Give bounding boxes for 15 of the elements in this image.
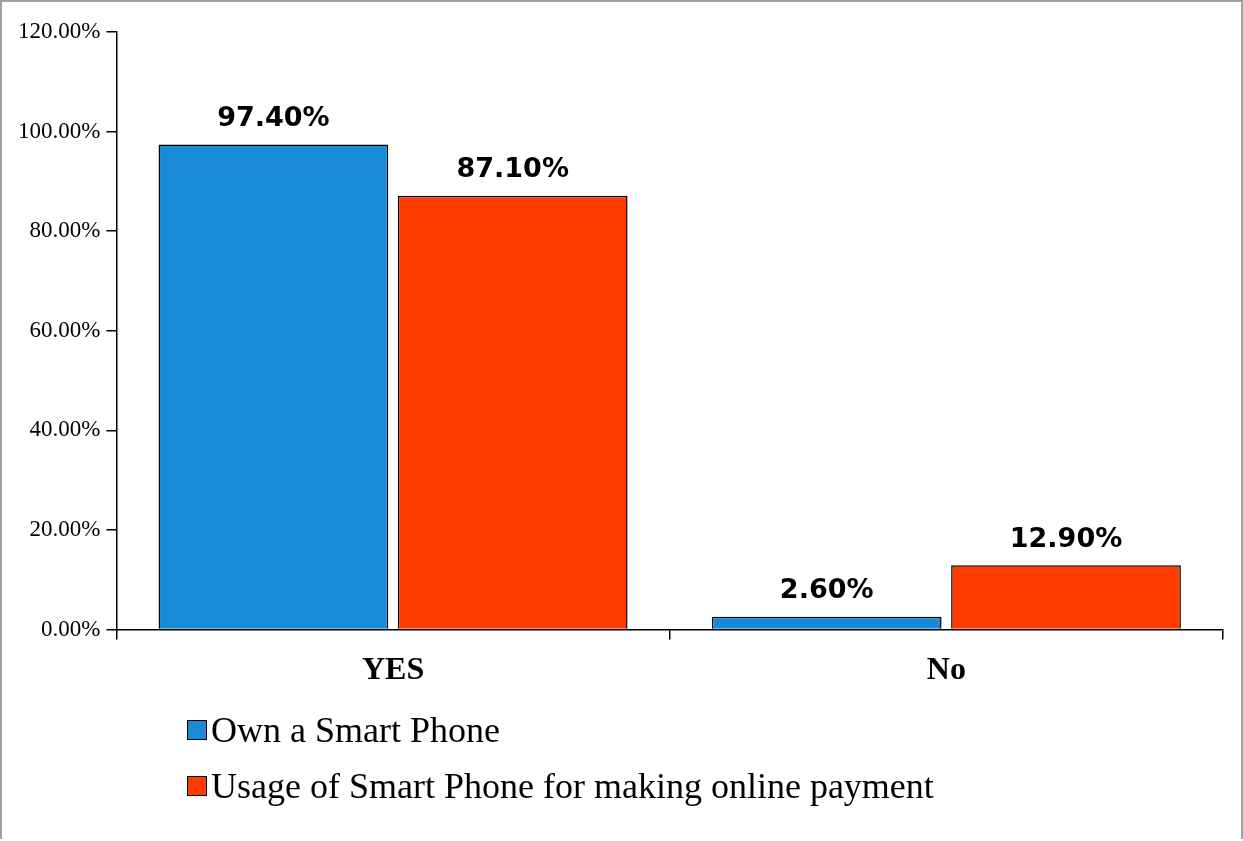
y-tick-label: 60.00% [29,316,101,342]
y-tick-label: 40.00% [29,416,101,442]
data-label: 2.60% [779,573,874,605]
legend-label: Own a Smart Phone [211,709,500,751]
y-tick-label: 120.00% [17,18,101,44]
y-tick-label: 20.00% [29,516,101,542]
data-label: 97.40% [217,101,330,133]
data-label: 12.90% [1009,521,1123,553]
legend-label: Usage of Smart Phone for making online payment [211,765,934,807]
y-tick-label: 80.00% [29,217,101,243]
x-tick-label: No [926,650,966,687]
x-tick-label: YES [361,650,425,687]
y-tick-label: 100.00% [17,117,101,143]
y-tick-label: 0.00% [40,615,101,641]
data-label: 87.10% [456,152,569,184]
